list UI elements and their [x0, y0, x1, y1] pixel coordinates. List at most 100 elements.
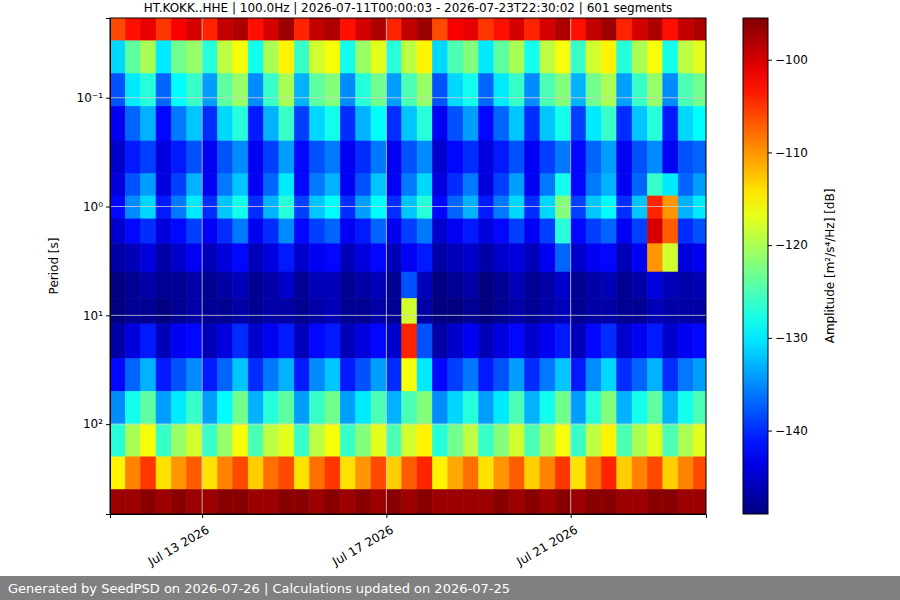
- heat-cell: [264, 324, 279, 359]
- heat-cell: [248, 359, 263, 392]
- heat-cell: [233, 106, 248, 141]
- heat-cell: [586, 457, 601, 490]
- heat-cell: [540, 196, 555, 219]
- heat-cell: [555, 298, 570, 323]
- heat-cell: [555, 324, 570, 359]
- heat-cell: [217, 359, 232, 392]
- heat-cell: [525, 196, 540, 219]
- heat-cell: [402, 141, 417, 174]
- heat-cell: [279, 41, 294, 74]
- heat-cell: [694, 106, 706, 141]
- heat-cell: [110, 196, 125, 219]
- heat-cell: [386, 74, 401, 107]
- heat-cell: [141, 359, 156, 392]
- heat-cell: [586, 196, 601, 219]
- heat-cell: [187, 244, 202, 272]
- heat-cell: [125, 457, 140, 490]
- heat-cell: [525, 272, 540, 298]
- heat-cell: [678, 324, 693, 359]
- heat-cell: [479, 457, 494, 490]
- axis-line: [111, 515, 707, 519]
- heat-cell: [325, 298, 340, 323]
- heat-cell: [264, 391, 279, 424]
- heat-cell: [325, 391, 340, 424]
- heat-cell: [386, 244, 401, 272]
- heat-cell: [432, 74, 447, 107]
- heat-cell: [525, 244, 540, 272]
- heat-cell: [586, 244, 601, 272]
- heat-cell: [571, 41, 586, 74]
- heat-cell: [279, 424, 294, 457]
- heat-cell: [663, 244, 678, 272]
- tick: Jul 13 2026: [145, 514, 212, 569]
- heat-cell: [678, 244, 693, 272]
- heat-cell: [678, 490, 693, 514]
- tick-label: −130: [775, 331, 808, 345]
- grid-line: [110, 97, 706, 98]
- heat-cell: [279, 141, 294, 174]
- heat-cell: [417, 196, 432, 219]
- heat-cell: [632, 457, 647, 490]
- heat-cell: [525, 359, 540, 392]
- heat-cell: [386, 391, 401, 424]
- tick: −110: [768, 146, 808, 160]
- heat-cell: [125, 298, 140, 323]
- heat-cell: [448, 219, 463, 244]
- heat-cell: [125, 41, 140, 74]
- heat-cell: [279, 272, 294, 298]
- heat-cell: [325, 141, 340, 174]
- heat-cell: [494, 174, 509, 196]
- heat-cell: [540, 359, 555, 392]
- heat-cell: [110, 74, 125, 107]
- heat-cell: [494, 359, 509, 392]
- tick-label: −100: [775, 53, 808, 67]
- heat-cell: [479, 74, 494, 107]
- heat-cell: [202, 219, 217, 244]
- heat-cell: [248, 196, 263, 219]
- heat-cell: [386, 298, 401, 323]
- heat-cell: [141, 141, 156, 174]
- heat-cell: [663, 74, 678, 107]
- heat-cell: [141, 41, 156, 74]
- heat-cell: [125, 272, 140, 298]
- heat-cell: [202, 359, 217, 392]
- tick-label: 10⁻¹: [77, 91, 104, 105]
- heat-cell: [156, 219, 171, 244]
- heat-cell: [617, 424, 632, 457]
- heat-cell: [555, 457, 570, 490]
- heat-cell: [325, 174, 340, 196]
- heat-cell: [479, 272, 494, 298]
- heat-cell: [294, 219, 309, 244]
- heat-cell: [248, 106, 263, 141]
- heat-cell: [264, 490, 279, 514]
- heat-cell: [601, 244, 616, 272]
- heat-cell: [156, 174, 171, 196]
- heat-cell: [402, 391, 417, 424]
- heat-cell: [340, 424, 355, 457]
- heat-cell: [141, 196, 156, 219]
- heat-cell: [555, 391, 570, 424]
- heat-cell: [340, 141, 355, 174]
- heat-cell: [678, 18, 693, 41]
- heat-cell: [617, 391, 632, 424]
- heat-cell: [694, 74, 706, 107]
- heat-cell: [463, 174, 478, 196]
- heat-cell: [356, 106, 371, 141]
- heat-cell: [448, 272, 463, 298]
- heat-cell: [233, 490, 248, 514]
- heat-cell: [571, 174, 586, 196]
- heat-cell: [601, 106, 616, 141]
- heat-cell: [340, 490, 355, 514]
- heat-cell: [325, 106, 340, 141]
- heat-cell: [586, 424, 601, 457]
- heat-cell: [571, 490, 586, 514]
- heat-cell: [494, 196, 509, 219]
- heat-cell: [310, 457, 325, 490]
- heat-cell: [647, 424, 662, 457]
- heat-cell: [402, 324, 417, 359]
- heat-cell: [571, 244, 586, 272]
- heat-cell: [432, 141, 447, 174]
- heat-cell: [371, 41, 386, 74]
- heat-cell: [171, 219, 186, 244]
- heat-cell: [494, 490, 509, 514]
